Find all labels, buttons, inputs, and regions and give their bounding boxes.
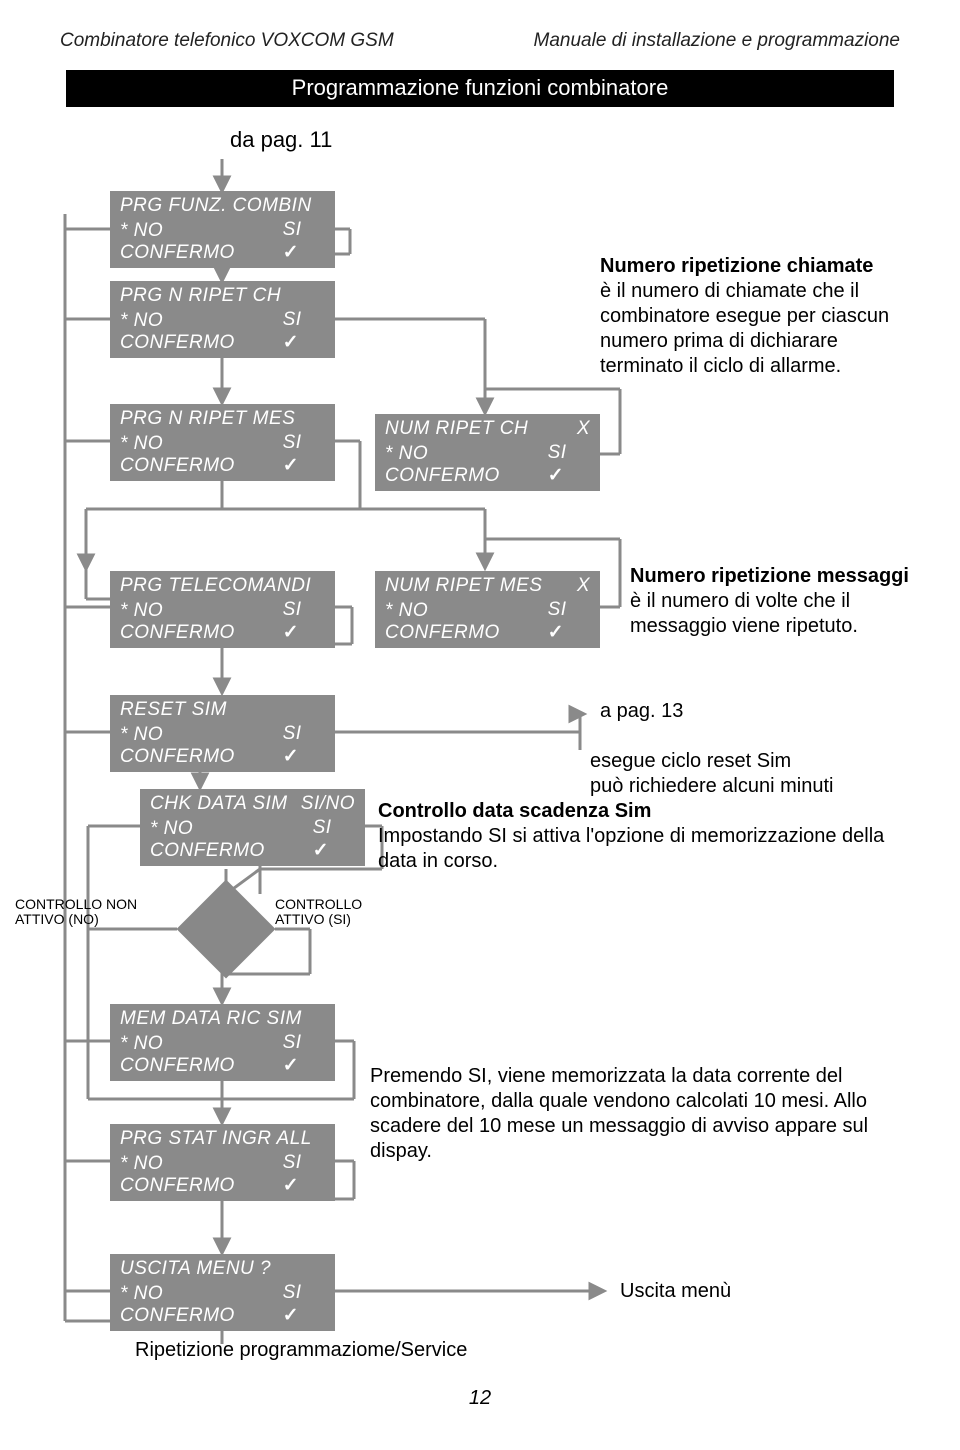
node-prg-n-ripet-mes: PRG N RIPET MES * NO CONFERMOSI [110, 404, 335, 481]
label-controllo-no: CONTROLLO NON ATTIVO (NO) [15, 897, 137, 928]
page-header: Combinatore telefonico VOXCOM GSM Manual… [60, 30, 900, 52]
node-num-ripet-mes: NUM RIPET MESX * NO CONFERMOSI [375, 571, 600, 648]
node-prg-n-ripet-ch: PRG N RIPET CH * NO CONFERMOSI [110, 281, 335, 358]
node-prg-telecomandi: PRG TELECOMANDI * NO CONFERMOSI [110, 571, 335, 648]
explain-a-pag-13: a pag. 13 [600, 699, 683, 724]
page-number: 12 [60, 1387, 900, 1410]
node-reset-sim: RESET SIM * NO CONFERMOSI [110, 695, 335, 772]
node-prg-stat-ingr-all: PRG STAT INGR ALL * NO CONFERMOSI [110, 1124, 335, 1201]
node-uscita-menu: USCITA MENU ? * NO CONFERMOSI [110, 1254, 335, 1331]
section-title-bar: Programmazione funzioni combinatore [66, 70, 894, 107]
explain-ripet-chiamate: Numero ripetizione chiamate è il numero … [600, 254, 910, 379]
node-mem-data-ric-sim: MEM DATA RIC SIM * NO CONFERMOSI [110, 1004, 335, 1081]
header-right: Manuale di installazione e programmazion… [534, 30, 900, 52]
explain-controllo-data: Controllo data scadenza Sim Impostando S… [378, 799, 908, 874]
node-num-ripet-ch: NUM RIPET CHX * NO CONFERMOSI [375, 414, 600, 491]
footer-ripetizione: Ripetizione programmaziome/Service [135, 1339, 467, 1362]
explain-mem-data: Premendo SI, viene memorizzata la data c… [370, 1064, 900, 1164]
label-controllo-si: CONTROLLO ATTIVO (SI) [275, 897, 362, 928]
explain-ripet-messaggi: Numero ripetizione messaggi è il numero … [630, 564, 920, 639]
flowchart-area: PRG FUNZ. COMBIN * NO CONFERMOSI PRG N R… [60, 159, 900, 1379]
node-prg-funz-combin: PRG FUNZ. COMBIN * NO CONFERMOSI [110, 191, 335, 268]
explain-reset-sim: esegue ciclo reset Sim può richiedere al… [590, 749, 900, 799]
from-page-label: da pag. 11 [230, 127, 900, 153]
explain-uscita: Uscita menù [620, 1279, 731, 1304]
header-left: Combinatore telefonico VOXCOM GSM [60, 30, 394, 52]
node-chk-data-sim: CHK DATA SIMSI/NO * NO CONFERMOSI [140, 789, 365, 866]
